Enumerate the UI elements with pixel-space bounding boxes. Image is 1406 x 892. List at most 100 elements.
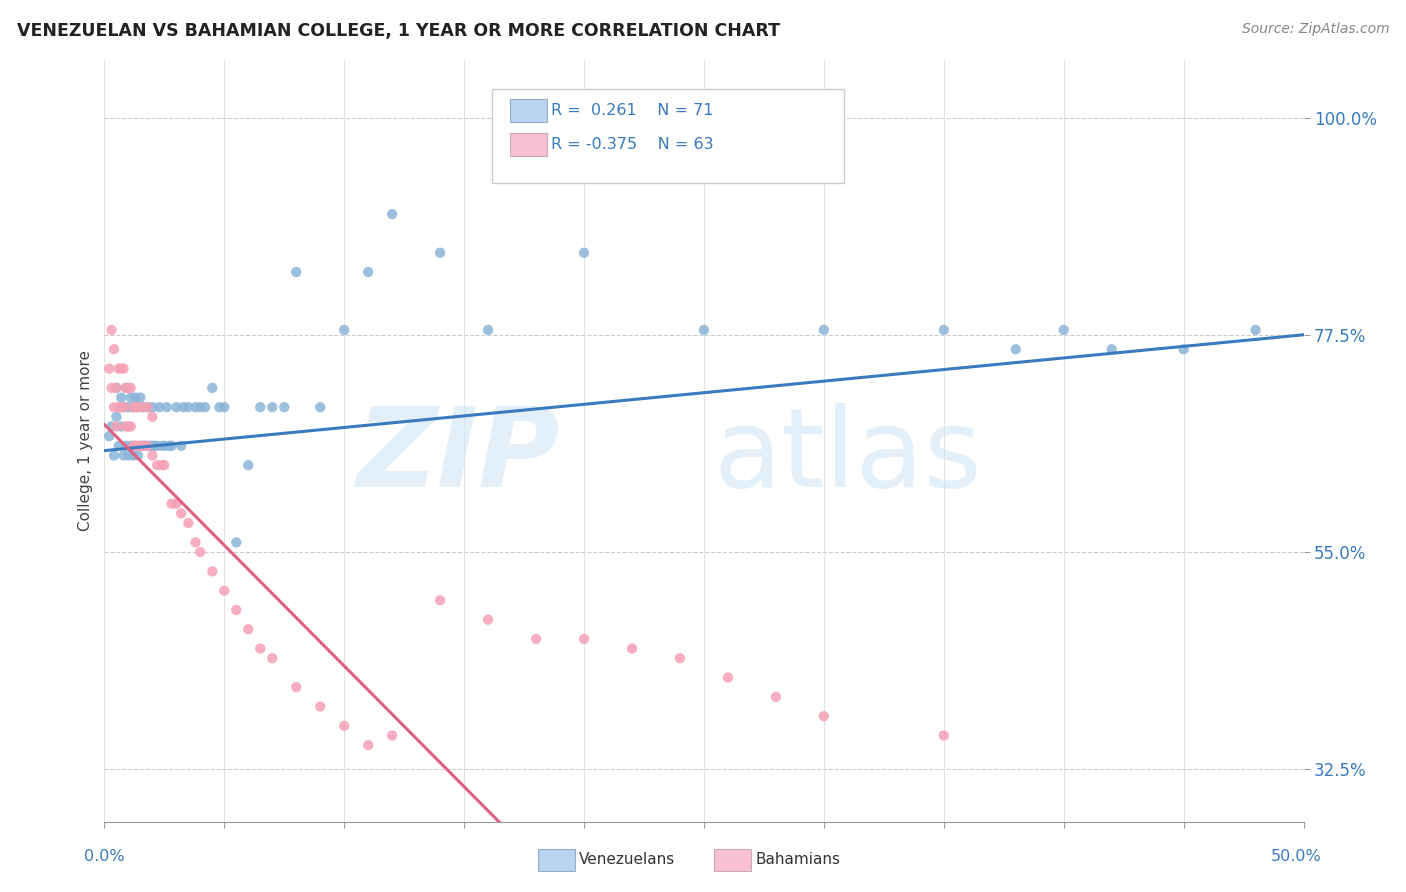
Point bbox=[134, 439, 156, 453]
Point bbox=[153, 458, 176, 472]
Point bbox=[813, 323, 835, 337]
Point bbox=[156, 400, 179, 414]
Point bbox=[146, 458, 169, 472]
Point bbox=[1173, 343, 1195, 357]
Point bbox=[357, 265, 380, 279]
Point bbox=[1244, 323, 1267, 337]
Point bbox=[117, 400, 139, 414]
Point bbox=[188, 400, 211, 414]
Point bbox=[107, 400, 129, 414]
Point bbox=[177, 400, 200, 414]
Point bbox=[115, 439, 138, 453]
Point bbox=[208, 400, 231, 414]
Point bbox=[201, 565, 224, 579]
Point bbox=[120, 439, 142, 453]
Point bbox=[309, 400, 332, 414]
Point bbox=[110, 400, 132, 414]
Point bbox=[129, 439, 152, 453]
Point bbox=[105, 381, 128, 395]
Text: ZIP: ZIP bbox=[357, 403, 560, 509]
Point bbox=[177, 516, 200, 530]
Point bbox=[717, 671, 740, 685]
Point bbox=[112, 400, 135, 414]
Point bbox=[201, 381, 224, 395]
Point bbox=[110, 419, 132, 434]
Point bbox=[249, 641, 271, 656]
Point bbox=[173, 400, 195, 414]
Text: R =  0.261    N = 71: R = 0.261 N = 71 bbox=[551, 103, 714, 118]
Point bbox=[225, 603, 247, 617]
Point bbox=[150, 458, 173, 472]
Point bbox=[136, 400, 159, 414]
Point bbox=[127, 400, 149, 414]
Point bbox=[170, 439, 193, 453]
Point bbox=[285, 680, 308, 694]
Point bbox=[249, 400, 271, 414]
Point bbox=[124, 400, 146, 414]
Point bbox=[477, 613, 499, 627]
Text: 50.0%: 50.0% bbox=[1271, 849, 1322, 863]
Point bbox=[148, 400, 170, 414]
Point bbox=[117, 419, 139, 434]
Point bbox=[122, 400, 145, 414]
Text: 0.0%: 0.0% bbox=[84, 849, 125, 863]
Point bbox=[117, 381, 139, 395]
Point bbox=[225, 535, 247, 549]
Text: atlas: atlas bbox=[714, 403, 983, 509]
Point bbox=[134, 439, 156, 453]
Point bbox=[262, 400, 284, 414]
Point bbox=[124, 439, 146, 453]
Point bbox=[157, 439, 180, 453]
Point bbox=[429, 593, 451, 607]
Point bbox=[238, 458, 260, 472]
Point bbox=[112, 449, 135, 463]
Point bbox=[141, 449, 163, 463]
Point bbox=[132, 439, 155, 453]
Point bbox=[136, 439, 159, 453]
Point bbox=[107, 439, 129, 453]
Point bbox=[150, 439, 173, 453]
Point bbox=[100, 381, 122, 395]
Point bbox=[184, 400, 207, 414]
Point bbox=[129, 391, 152, 405]
Point bbox=[124, 391, 146, 405]
Point bbox=[1101, 343, 1123, 357]
Point bbox=[572, 245, 595, 260]
Point bbox=[129, 439, 152, 453]
Point bbox=[194, 400, 217, 414]
Point bbox=[165, 400, 187, 414]
Point bbox=[621, 641, 644, 656]
Point bbox=[120, 391, 142, 405]
Point bbox=[122, 400, 145, 414]
Point bbox=[122, 439, 145, 453]
Point bbox=[572, 632, 595, 646]
Point bbox=[333, 323, 356, 337]
Point bbox=[141, 400, 163, 414]
Point bbox=[765, 690, 787, 704]
Text: Venezuelans: Venezuelans bbox=[579, 853, 675, 867]
Point bbox=[127, 439, 149, 453]
Point bbox=[214, 400, 236, 414]
Point bbox=[107, 361, 129, 376]
Point bbox=[115, 381, 138, 395]
Point bbox=[110, 361, 132, 376]
Point bbox=[127, 400, 149, 414]
Point bbox=[132, 400, 155, 414]
Point bbox=[813, 709, 835, 723]
Point bbox=[136, 400, 159, 414]
Point bbox=[132, 439, 155, 453]
Point bbox=[333, 719, 356, 733]
Point bbox=[120, 419, 142, 434]
Point bbox=[170, 507, 193, 521]
Point bbox=[238, 622, 260, 636]
Point bbox=[309, 699, 332, 714]
Point bbox=[105, 419, 128, 434]
Point bbox=[188, 545, 211, 559]
Point bbox=[184, 535, 207, 549]
Point bbox=[932, 729, 955, 743]
Point bbox=[357, 738, 380, 752]
Point bbox=[141, 439, 163, 453]
Point bbox=[262, 651, 284, 665]
Point bbox=[381, 729, 404, 743]
Text: Bahamians: Bahamians bbox=[755, 853, 839, 867]
